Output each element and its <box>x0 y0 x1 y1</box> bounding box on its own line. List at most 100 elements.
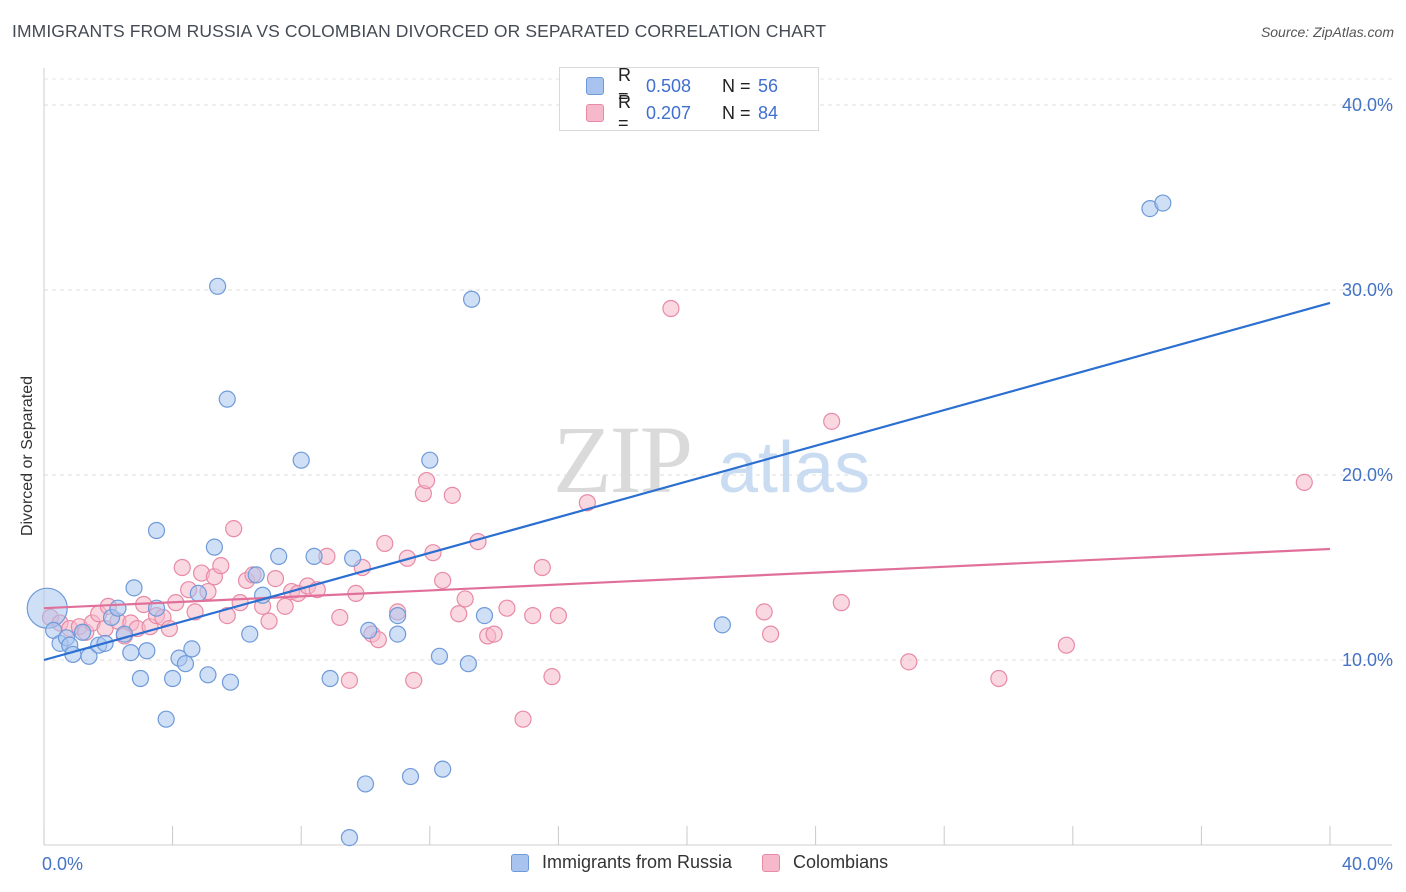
point-russia <box>475 606 494 625</box>
watermark-atlas: atlas <box>718 428 870 508</box>
point-colombians <box>990 669 1008 688</box>
point-russia <box>401 767 420 786</box>
point-russia <box>270 547 288 566</box>
trend-line-colombians <box>43 547 1331 610</box>
watermark-zip: ZIP <box>553 406 691 513</box>
point-russia <box>344 549 362 567</box>
legend-swatch-russia <box>586 77 604 95</box>
point-colombians <box>761 625 780 643</box>
bottom-legend-label-colombians: Colombians <box>793 852 889 872</box>
point-colombians <box>405 671 423 689</box>
x-tick-label: 0.0% <box>42 854 83 874</box>
point-russia <box>292 451 310 469</box>
source-label: Source: ZipAtlas.com <box>1260 24 1394 40</box>
series-colombians-points <box>41 299 1313 728</box>
axes <box>43 68 1392 846</box>
point-russia <box>459 655 477 673</box>
point-russia <box>209 277 227 295</box>
point-colombians <box>456 590 474 608</box>
point-russia <box>321 669 339 688</box>
point-colombians <box>498 599 516 617</box>
point-russia <box>340 828 359 847</box>
point-colombians <box>231 594 249 612</box>
point-colombians <box>225 520 243 538</box>
point-colombians <box>1057 636 1075 654</box>
legend-n-label: N = <box>722 75 751 96</box>
y-tick-label: 10.0% <box>1342 650 1393 670</box>
point-colombians <box>485 625 503 643</box>
point-colombians <box>533 558 551 577</box>
point-russia <box>360 621 378 640</box>
point-colombians <box>266 569 285 588</box>
point-russia <box>183 640 201 658</box>
point-colombians <box>1295 473 1313 491</box>
legend-r-label: R = <box>618 92 631 133</box>
legend-n-value: 56 <box>758 75 779 96</box>
point-colombians <box>173 558 191 577</box>
point-colombians <box>276 597 294 615</box>
point-russia <box>241 625 259 643</box>
point-colombians <box>514 710 532 728</box>
point-russia <box>713 616 731 634</box>
point-russia <box>434 760 452 778</box>
trend-lines <box>43 301 1331 662</box>
bottom-legend-label-russia: Immigrants from Russia <box>542 852 733 872</box>
point-colombians <box>755 603 773 621</box>
point-russia <box>205 538 223 556</box>
point-russia <box>247 566 265 584</box>
point-colombians <box>832 594 850 612</box>
point-russia <box>125 579 143 597</box>
legend-swatch-colombians <box>586 104 604 122</box>
point-colombians <box>218 606 236 625</box>
point-russia <box>176 655 195 673</box>
point-colombians <box>443 486 461 504</box>
point-russia <box>189 584 207 603</box>
tick-labels: 10.0% 20.0% 30.0% 40.0% 0.0% 40.0% <box>42 95 1393 874</box>
point-russia <box>218 390 236 408</box>
bottom-legend-swatch-colombians <box>762 853 781 872</box>
point-colombians <box>260 612 278 630</box>
point-colombians <box>823 412 841 430</box>
bottom-legend-swatch-russia <box>511 853 529 872</box>
point-russia <box>157 710 175 728</box>
point-russia <box>305 547 323 566</box>
point-colombians <box>434 571 452 590</box>
point-colombians <box>578 494 596 512</box>
point-colombians <box>662 299 680 318</box>
legend-r-value: 0.508 <box>646 75 692 96</box>
bottom-legend-russia: Immigrants from Russia <box>511 852 732 873</box>
series-russia-points <box>26 194 1172 847</box>
legend-row-russia: R = 0.508 N = 56 <box>586 65 779 106</box>
point-colombians <box>524 606 542 625</box>
point-russia <box>389 606 407 625</box>
point-colombians <box>340 671 359 689</box>
watermark: ZIP atlas <box>553 406 870 513</box>
point-russia <box>221 673 240 691</box>
point-russia <box>430 647 449 665</box>
chart-title: IMMIGRANTS FROM RUSSIA VS COLOMBIAN DIVO… <box>12 21 827 41</box>
y-axis-label: Divorced or Separated <box>19 376 36 536</box>
point-russia <box>73 623 92 641</box>
legend-row-colombians: R = 0.207 N = 84 <box>586 92 779 133</box>
point-russia <box>131 669 150 688</box>
point-russia <box>109 599 127 617</box>
legend-n-label: N = <box>722 102 751 123</box>
point-russia <box>147 521 166 540</box>
point-colombians <box>212 557 230 575</box>
point-russia <box>164 669 182 688</box>
point-colombians <box>450 605 468 623</box>
bottom-legend: Immigrants from Russia Colombians <box>511 852 918 873</box>
y-tick-label: 40.0% <box>1342 95 1393 115</box>
legend-r-label: R = <box>618 65 631 106</box>
point-colombians <box>376 534 394 553</box>
point-colombians <box>900 653 918 671</box>
legend: R = 0.508 N = 56 R = 0.207 N = 84 <box>559 65 819 133</box>
point-colombians <box>417 471 436 490</box>
y-tick-label: 30.0% <box>1342 280 1393 300</box>
point-russia <box>122 643 140 662</box>
point-russia <box>356 775 375 793</box>
point-russia <box>199 666 217 684</box>
point-russia <box>421 451 439 469</box>
legend-n-value: 84 <box>758 102 779 123</box>
